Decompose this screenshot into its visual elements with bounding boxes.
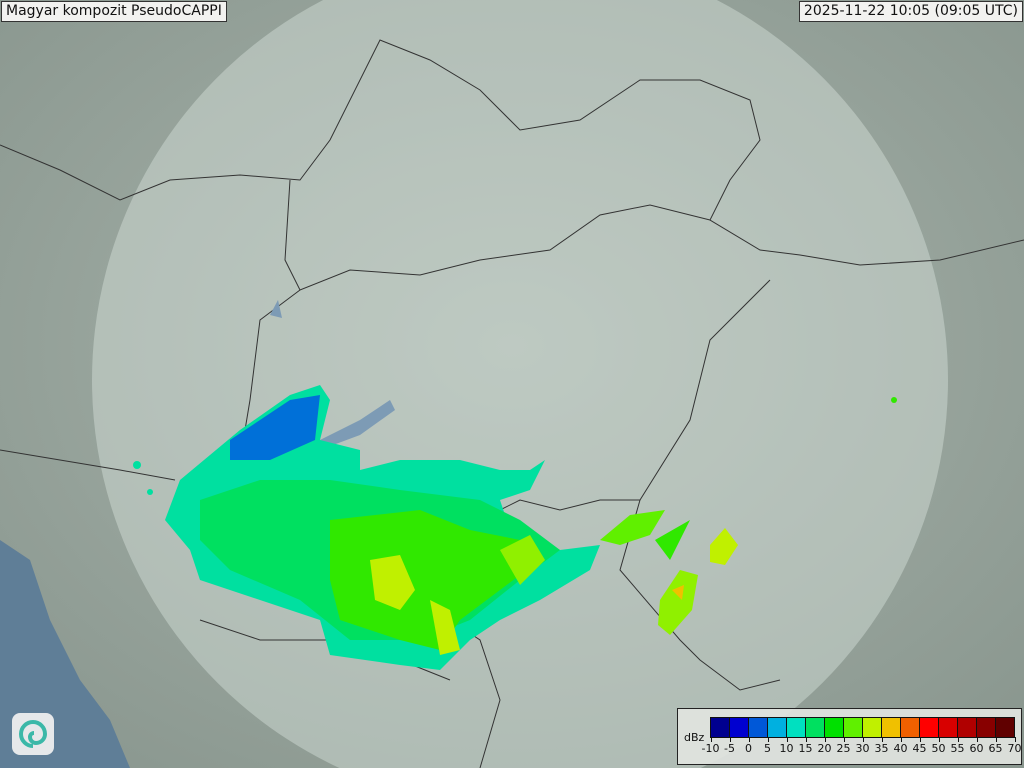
legend-swatch	[806, 718, 825, 737]
legend-tick-label: 20	[817, 742, 832, 755]
legend-swatch	[996, 718, 1014, 737]
legend-tick-mark	[786, 737, 788, 742]
legend-swatch	[787, 718, 806, 737]
legend-swatch	[711, 718, 730, 737]
legend-tick-label: 30	[855, 742, 870, 755]
legend-tick-label: 0	[745, 742, 752, 755]
legend-tick-mark	[748, 737, 750, 742]
legend-swatch	[825, 718, 844, 737]
legend-tick-mark	[919, 737, 921, 742]
legend-tick-mark	[938, 737, 940, 742]
legend-tick-label: 65	[988, 742, 1003, 755]
adriatic-sea	[0, 540, 130, 768]
legend-tick-mark	[843, 737, 845, 742]
legend-tick-mark	[976, 737, 978, 742]
legend-tick-mark	[900, 737, 902, 742]
legend-swatch	[730, 718, 749, 737]
legend-color-bar	[710, 717, 1015, 738]
legend-tick-mark	[1014, 737, 1016, 742]
legend-tick-mark	[862, 737, 864, 742]
product-title: Magyar kompozit PseudoCAPPI	[1, 1, 227, 22]
legend-swatch	[768, 718, 787, 737]
swirl-logo-icon	[12, 713, 54, 755]
legend-swatch	[844, 718, 863, 737]
legend-tick-mark	[881, 737, 883, 742]
legend-tick-label: 45	[912, 742, 927, 755]
radar-echoes	[133, 385, 897, 670]
legend-swatch	[920, 718, 939, 737]
legend-tick-label: 35	[874, 742, 889, 755]
legend-tick-label: 70	[1007, 742, 1022, 755]
legend-tick-label: 15	[798, 742, 813, 755]
legend-unit: dBz	[684, 731, 705, 744]
legend-tick-label: 40	[893, 742, 908, 755]
legend-tick-mark	[805, 737, 807, 742]
legend-swatch	[749, 718, 768, 737]
country-borders	[0, 39, 1024, 768]
lakes	[270, 300, 395, 448]
legend-tick-label: -10	[701, 742, 720, 755]
legend-tick-label: 5	[764, 742, 771, 755]
legend-tick-mark	[824, 737, 826, 742]
legend-tick-mark	[957, 737, 959, 742]
legend-swatch	[958, 718, 977, 737]
legend-swatch	[977, 718, 996, 737]
legend-tick-mark	[995, 737, 997, 742]
legend-tick-label: 50	[931, 742, 946, 755]
legend-tick-label: 10	[779, 742, 794, 755]
legend-swatch	[939, 718, 958, 737]
legend-tick-label: 25	[836, 742, 851, 755]
legend-tick-label: -5	[724, 742, 735, 755]
legend-swatch	[901, 718, 920, 737]
timestamp: 2025-11-22 10:05 (09:05 UTC)	[798, 1, 1023, 22]
legend-swatch	[882, 718, 901, 737]
legend-swatch	[863, 718, 882, 737]
legend-tick-mark	[767, 737, 769, 742]
legend-tick-label: 60	[969, 742, 984, 755]
radar-coverage-area	[92, 0, 948, 768]
dbz-color-legend: dBz -10 -5 0 5 10 15 20 25 30 35 40 45 50 55 60 65 70	[677, 708, 1022, 765]
legend-tick-label: 55	[950, 742, 965, 755]
legend-tick-mark	[729, 737, 731, 742]
legend-tick-mark	[710, 737, 712, 742]
